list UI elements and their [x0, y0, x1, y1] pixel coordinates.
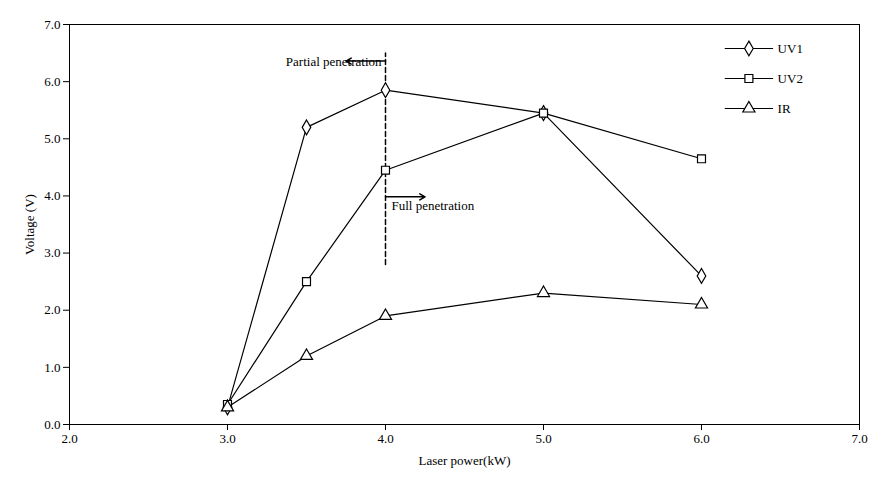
svg-text:6.0: 6.0 — [693, 431, 709, 446]
svg-text:Full penetration: Full penetration — [392, 198, 475, 213]
svg-text:2.0: 2.0 — [44, 302, 60, 317]
svg-text:7.0: 7.0 — [44, 17, 60, 32]
svg-text:IR: IR — [778, 101, 791, 116]
svg-text:Partial penetration: Partial penetration — [286, 54, 382, 69]
svg-text:1.0: 1.0 — [44, 360, 60, 375]
svg-text:0.0: 0.0 — [44, 417, 60, 432]
svg-text:Voltage (V): Voltage (V) — [22, 194, 37, 255]
svg-text:6.0: 6.0 — [44, 74, 60, 89]
svg-text:2.0: 2.0 — [61, 431, 77, 446]
svg-text:UV1: UV1 — [778, 41, 803, 56]
svg-text:3.0: 3.0 — [44, 245, 60, 260]
svg-text:Laser power(kW): Laser power(kW) — [418, 453, 510, 468]
svg-text:UV2: UV2 — [778, 71, 803, 86]
svg-text:5.0: 5.0 — [535, 431, 551, 446]
svg-text:7.0: 7.0 — [851, 431, 867, 446]
svg-text:4.0: 4.0 — [377, 431, 393, 446]
svg-text:5.0: 5.0 — [44, 131, 60, 146]
svg-text:4.0: 4.0 — [44, 188, 60, 203]
svg-text:3.0: 3.0 — [219, 431, 235, 446]
